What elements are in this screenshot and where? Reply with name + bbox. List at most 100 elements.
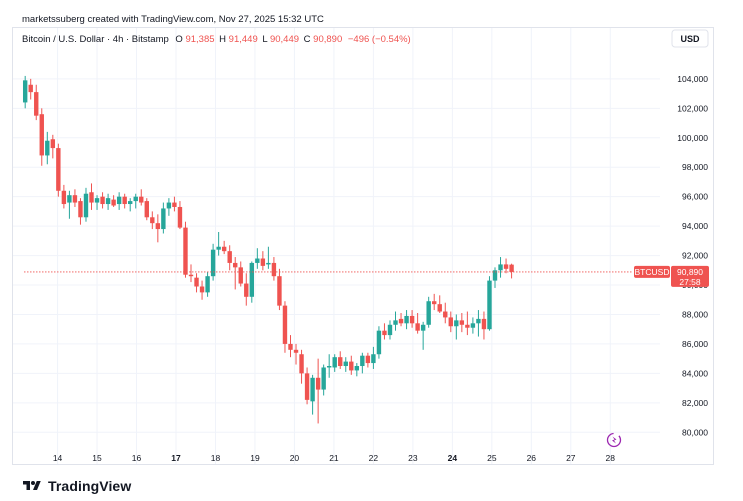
candle[interactable]	[255, 248, 260, 269]
candle[interactable]	[216, 232, 221, 256]
candle[interactable]	[382, 323, 387, 340]
candle[interactable]	[498, 257, 503, 278]
candle[interactable]	[492, 267, 498, 288]
candle[interactable]	[459, 313, 465, 333]
replay-icon[interactable]	[606, 432, 622, 448]
candle[interactable]	[481, 311, 487, 340]
candle[interactable]	[166, 198, 172, 216]
candle[interactable]	[426, 296, 431, 328]
candle[interactable]	[321, 364, 326, 396]
tradingview-logo[interactable]: TradingView	[22, 478, 131, 494]
candle[interactable]	[233, 257, 238, 290]
candle[interactable]	[326, 354, 332, 378]
candle[interactable]	[221, 240, 227, 255]
candle[interactable]	[448, 311, 453, 333]
candle[interactable]	[105, 193, 111, 210]
candle[interactable]	[100, 192, 105, 209]
candle[interactable]	[420, 321, 426, 350]
candle[interactable]	[315, 358, 321, 424]
candle[interactable]	[432, 293, 437, 311]
candle[interactable]	[56, 143, 61, 197]
candle[interactable]	[487, 276, 492, 331]
candle[interactable]	[94, 195, 100, 210]
candle[interactable]	[45, 131, 50, 165]
candle[interactable]	[150, 211, 155, 230]
candle[interactable]	[67, 190, 72, 219]
candle[interactable]	[210, 243, 216, 281]
candle[interactable]	[376, 326, 382, 359]
candle[interactable]	[227, 245, 232, 271]
candle[interactable]	[155, 214, 161, 243]
candle[interactable]	[78, 198, 83, 225]
candle[interactable]	[22, 75, 28, 109]
candle[interactable]	[194, 273, 199, 293]
candle[interactable]	[293, 343, 299, 365]
candle[interactable]	[83, 187, 89, 222]
candle[interactable]	[183, 221, 188, 278]
candle[interactable]	[128, 198, 133, 212]
candle[interactable]	[266, 246, 271, 269]
candle[interactable]	[398, 313, 404, 327]
candle[interactable]	[28, 78, 33, 100]
candle-body	[67, 195, 72, 203]
candle[interactable]	[116, 192, 122, 210]
candle[interactable]	[238, 261, 243, 287]
candle[interactable]	[332, 354, 337, 372]
candle[interactable]	[503, 258, 509, 274]
candle[interactable]	[177, 201, 183, 230]
candle[interactable]	[277, 268, 282, 311]
candle[interactable]	[249, 261, 255, 303]
candle[interactable]	[61, 184, 67, 209]
candle[interactable]	[299, 349, 304, 384]
candle[interactable]	[393, 311, 398, 331]
candle[interactable]	[122, 193, 127, 209]
candle[interactable]	[365, 352, 371, 368]
candle[interactable]	[260, 251, 266, 271]
candle[interactable]	[111, 195, 116, 207]
candle[interactable]	[343, 357, 348, 372]
candle[interactable]	[271, 257, 277, 281]
candle[interactable]	[443, 302, 448, 324]
candle[interactable]	[310, 374, 315, 415]
candle[interactable]	[199, 280, 205, 300]
candle[interactable]	[437, 295, 442, 313]
candle[interactable]	[360, 352, 365, 374]
candle[interactable]	[470, 317, 476, 334]
candle[interactable]	[282, 301, 288, 353]
candle[interactable]	[387, 320, 393, 340]
candle-body	[227, 251, 232, 263]
candle[interactable]	[371, 346, 376, 369]
candle[interactable]	[244, 273, 249, 306]
candle-body	[454, 320, 459, 327]
currency-button[interactable]	[671, 29, 709, 48]
candle[interactable]	[338, 351, 343, 369]
candle[interactable]	[288, 335, 293, 358]
candle-body	[139, 196, 144, 203]
y-tick-label: 84,000	[682, 368, 708, 378]
candle[interactable]	[304, 367, 310, 405]
candle[interactable]	[354, 363, 360, 377]
candle[interactable]	[72, 189, 78, 207]
candle[interactable]	[144, 198, 149, 221]
candle[interactable]	[205, 271, 210, 297]
candle[interactable]	[34, 84, 39, 121]
candle[interactable]	[415, 313, 420, 334]
candle[interactable]	[509, 263, 514, 279]
candle[interactable]	[172, 196, 177, 212]
candle[interactable]	[476, 310, 481, 337]
candle[interactable]	[133, 193, 138, 209]
candle-body	[293, 349, 299, 353]
candle[interactable]	[89, 183, 94, 210]
candle[interactable]	[409, 310, 415, 328]
candle[interactable]	[349, 355, 354, 375]
candle[interactable]	[50, 134, 56, 159]
candle[interactable]	[39, 108, 44, 166]
candle[interactable]	[139, 189, 144, 206]
candle[interactable]	[465, 311, 470, 336]
candle[interactable]	[161, 202, 166, 234]
candle[interactable]	[188, 264, 194, 283]
candle-body	[56, 148, 61, 191]
candle[interactable]	[404, 310, 409, 330]
candle[interactable]	[454, 314, 459, 340]
